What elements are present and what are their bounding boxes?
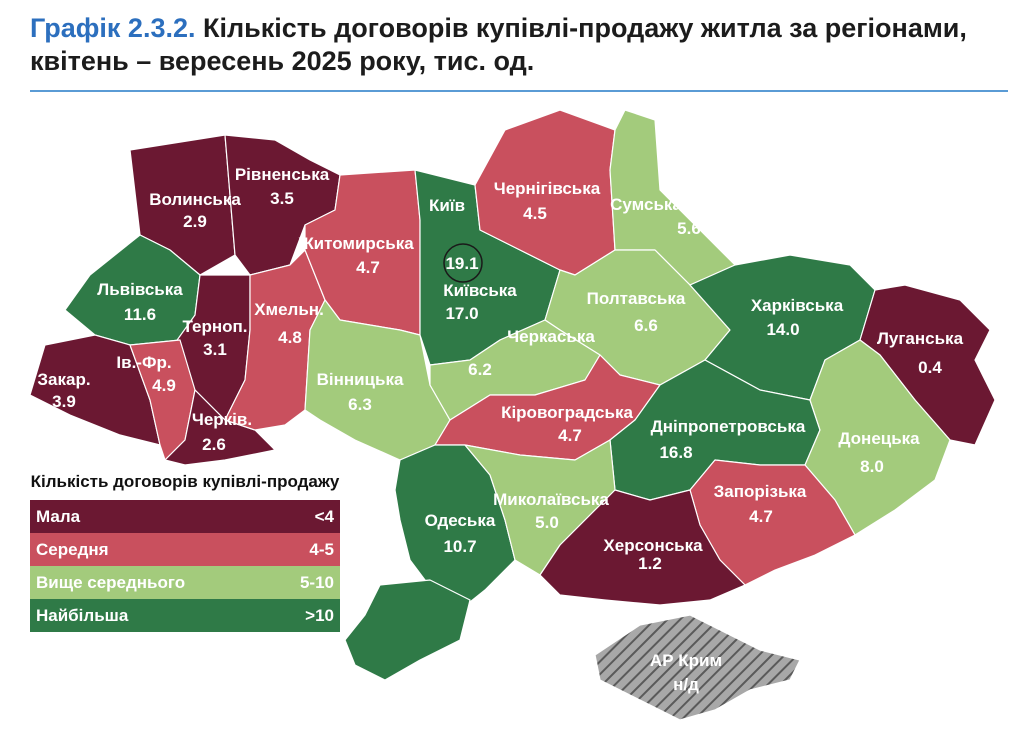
legend-title: Кількість договорів купівлі-продажу	[30, 472, 340, 491]
label-kirovohrad-name: Кіровоградська	[501, 403, 633, 422]
legend-item-above-medium: Вище середнього 5-10	[30, 566, 340, 599]
legend-item-low: Мала <4	[30, 500, 340, 533]
kyiv-city-marker	[443, 243, 483, 283]
label-odesa-value: 10.7	[443, 537, 476, 556]
legend-range: 4-5	[309, 539, 334, 559]
label-rivne-name: Рівненська	[235, 165, 330, 184]
label-kharkiv-name: Харківська	[751, 296, 844, 315]
label-zakarpattia-value: 3.9	[52, 392, 76, 411]
label-dnipropetrovsk-value: 16.8	[659, 443, 692, 462]
legend-item-medium: Середня 4-5	[30, 533, 340, 566]
legend-item-high: Найбільша >10	[30, 599, 340, 632]
label-kyiv-oblast-value: 17.0	[445, 304, 478, 323]
label-kyiv-oblast-name: Київська	[443, 281, 517, 300]
label-rivne-value: 3.5	[270, 189, 294, 208]
label-ternopil-name: Терноп.	[182, 317, 247, 336]
label-sumy-value: 5.6	[677, 219, 701, 238]
legend-label: Середня	[36, 539, 109, 559]
label-zaporizhzhia-value: 4.7	[749, 507, 773, 526]
label-chernihiv-name: Чернігівська	[494, 179, 601, 198]
label-cherkasy-name: Черкаська	[507, 327, 595, 346]
label-kharkiv-value: 14.0	[766, 320, 799, 339]
label-kyiv-city-value: 19.1	[445, 254, 478, 273]
legend-label: Вище середнього	[36, 572, 186, 592]
region-kherson	[539, 489, 746, 606]
label-donetsk-value: 8.0	[860, 457, 884, 476]
label-mykolaiv-name: Миколаївська	[493, 490, 609, 509]
label-zaporizhzhia-name: Запорізька	[714, 482, 807, 501]
label-volyn-value: 2.9	[183, 212, 207, 231]
label-luhansk-name: Луганська	[877, 329, 964, 348]
label-volyn-name: Волинська	[149, 190, 241, 209]
label-khmelnytskyi-value: 4.8	[278, 328, 302, 347]
label-kirovohrad-value: 4.7	[558, 426, 582, 445]
title-divider	[30, 90, 1008, 92]
legend-range: <4	[314, 506, 334, 526]
label-poltava-name: Полтавська	[587, 289, 686, 308]
label-chernihiv-value: 4.5	[523, 204, 547, 223]
legend-range: >10	[305, 605, 334, 625]
label-lviv-name: Львівська	[97, 280, 183, 299]
map-legend: Кількість договорів купівлі-продажу Мала…	[30, 470, 340, 632]
chart-title-text: Кількість договорів купівлі-продажу житл…	[30, 13, 967, 76]
label-zakarpattia-name: Закар.	[37, 370, 90, 389]
label-crimea-name: АР Крим	[650, 651, 722, 670]
legend-label: Мала	[36, 506, 81, 526]
region-labels: Волинська 2.9 Рівненська 3.5 Львівська 1…	[37, 165, 963, 694]
label-luhansk-value: 0.4	[918, 358, 942, 377]
label-zhytomyr-value: 4.7	[356, 258, 380, 277]
label-vinnytsia-value: 6.3	[348, 395, 372, 414]
label-ternopil-value: 3.1	[203, 340, 227, 359]
label-chernivtsi-name: Черків.	[192, 410, 252, 429]
label-poltava-value: 6.6	[634, 316, 658, 335]
label-kyiv-city-name: Київ	[429, 196, 465, 215]
region-khmelnytskyi	[224, 249, 326, 431]
label-ivano-frankivsk-name: Ів.-Фр.	[116, 353, 171, 372]
chart-number: Графік 2.3.2.	[30, 13, 196, 43]
label-sumy-name: Сумська	[610, 195, 682, 214]
region-crimea	[594, 614, 801, 721]
legend-label: Найбільша	[36, 605, 129, 625]
label-ivano-frankivsk-value: 4.9	[152, 376, 176, 395]
label-dnipropetrovsk-name: Дніпропетровська	[651, 417, 806, 436]
label-mykolaiv-value: 5.0	[535, 513, 559, 532]
chart-title: Графік 2.3.2. Кількість договорів купівл…	[30, 12, 1010, 78]
region-odesa-south	[344, 579, 471, 681]
label-donetsk-name: Донецька	[838, 429, 920, 448]
label-kherson-name: Херсонська	[603, 536, 703, 555]
label-khmelnytskyi-name: Хмельн.	[254, 300, 324, 319]
legend-range: 5-10	[299, 572, 334, 592]
label-vinnytsia-name: Вінницька	[317, 370, 404, 389]
label-cherkasy-value: 6.2	[468, 360, 492, 379]
label-crimea-value: н/д	[673, 675, 699, 694]
label-zhytomyr-name: Житомирська	[297, 234, 414, 253]
label-odesa-name: Одеська	[425, 511, 496, 530]
label-kherson-value: 1.2	[638, 554, 662, 573]
label-lviv-value: 11.6	[124, 305, 156, 324]
label-chernivtsi-value: 2.6	[202, 435, 226, 454]
